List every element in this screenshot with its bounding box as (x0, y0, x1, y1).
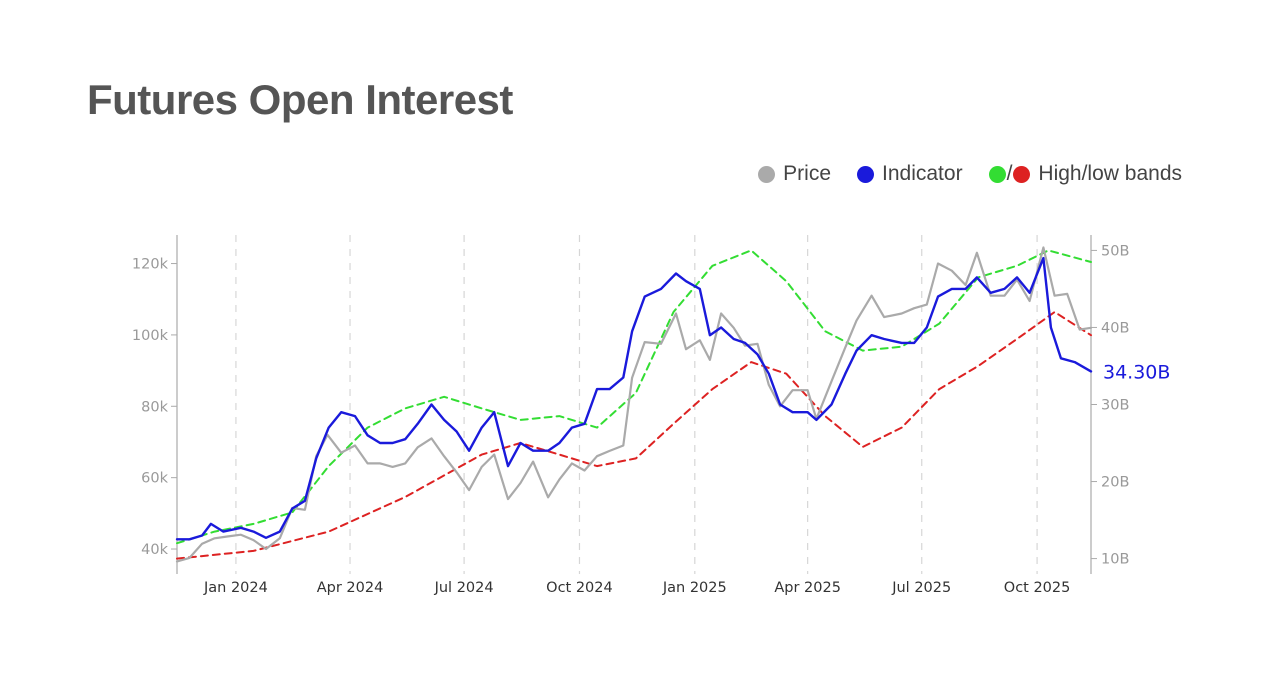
y-left-tick-label-2: 80k (141, 399, 168, 415)
legend-item-indicator[interactable]: Indicator (857, 162, 963, 186)
legend-price-label: Price (783, 162, 832, 185)
legend-item-bands[interactable]: / High/low bands (988, 162, 1182, 186)
legend-high-band-dot-icon (988, 165, 1006, 183)
y-right-tick-label-1: 20B (1101, 475, 1129, 491)
legend-bands-label: High/low bands (1038, 162, 1182, 185)
chart-title: Futures Open Interest (87, 76, 513, 123)
y-right-tick-label-0: 10B (1101, 552, 1129, 568)
y-left-tick-label-4: 120k (132, 257, 169, 273)
legend-price-dot-icon (758, 165, 776, 183)
low-band-line (176, 311, 1092, 560)
high-band-line (176, 249, 1092, 545)
indicator-series-line (175, 256, 1093, 541)
legend-low-band-dot-icon (1013, 165, 1031, 183)
x-tick-label-4: Jan 2025 (662, 580, 727, 596)
indicator-last-value-label: 34.30B (1103, 361, 1170, 383)
legend-item-price[interactable]: Price (758, 162, 831, 186)
price-series-line (175, 246, 1093, 563)
legend-indicator-label: Indicator (882, 162, 963, 185)
y-right-tick-label-3: 40B (1101, 320, 1129, 336)
y-left-tick-label-3: 100k (132, 328, 169, 344)
y-left-tick-label-1: 60k (141, 471, 168, 487)
x-tick-label-6: Jul 2025 (891, 580, 951, 596)
x-tick-label-1: Apr 2024 (317, 580, 384, 596)
x-tick-label-0: Jan 2024 (203, 580, 268, 596)
x-tick-label-3: Oct 2024 (546, 580, 613, 596)
chart-legend: Price Indicator / High/low bands (732, 162, 1182, 186)
x-tick-label-5: Apr 2025 (774, 580, 841, 596)
y-left-tick-label-0: 40k (141, 542, 168, 558)
legend-bands-separator: / (1006, 162, 1013, 185)
y-right-tick-label-4: 50B (1101, 243, 1129, 259)
x-tick-label-2: Jul 2024 (434, 580, 494, 596)
x-tick-label-7: Oct 2025 (1004, 580, 1071, 596)
legend-indicator-dot-icon (857, 165, 875, 183)
y-right-tick-label-2: 30B (1101, 398, 1129, 414)
